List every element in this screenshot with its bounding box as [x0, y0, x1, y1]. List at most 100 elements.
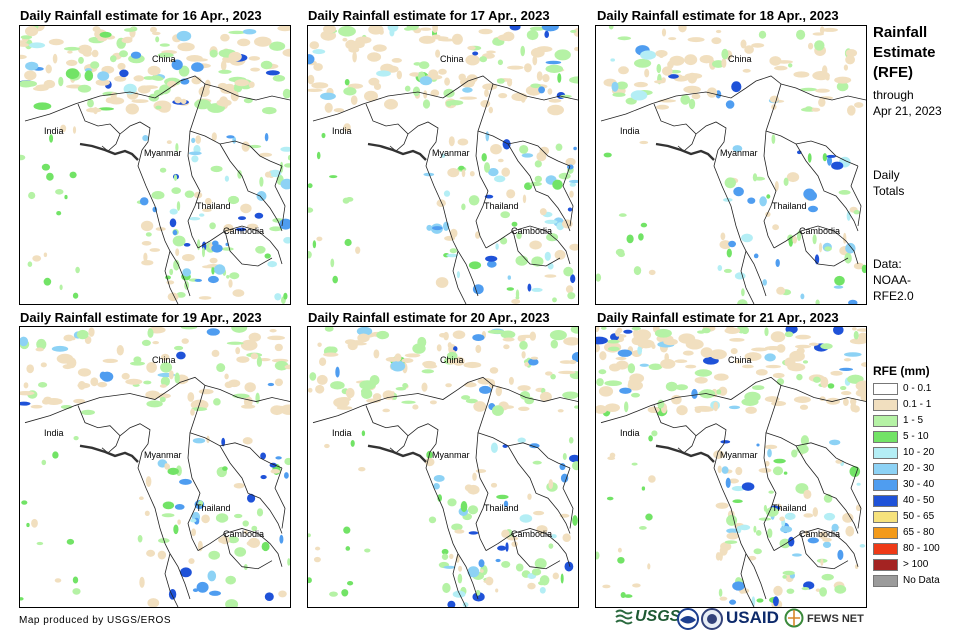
rain-cell — [517, 385, 531, 391]
rain-cell — [256, 508, 264, 517]
country-border — [653, 405, 697, 454]
rain-cell — [284, 364, 290, 370]
rain-cell — [511, 299, 521, 304]
rain-cell — [496, 494, 509, 500]
rain-cell — [539, 586, 546, 594]
legend-item: 80 - 100 — [873, 542, 963, 556]
rain-cell — [633, 81, 648, 88]
rain-cell — [461, 395, 471, 400]
legend-label: 40 - 50 — [903, 495, 935, 506]
rain-cell — [569, 76, 578, 84]
rain-cell — [845, 49, 858, 57]
rain-cell — [308, 533, 311, 538]
rain-cell — [562, 391, 578, 399]
rain-cell — [808, 342, 819, 346]
rain-cell — [282, 48, 290, 57]
rain-cell — [618, 66, 629, 75]
rain-cell — [324, 443, 330, 449]
country-border — [800, 533, 849, 570]
rain-cell — [225, 575, 236, 585]
rain-cell — [529, 443, 540, 449]
rain-cell — [824, 246, 832, 251]
rain-cell — [188, 217, 201, 221]
rain-cell — [485, 255, 498, 262]
rain-cell — [280, 146, 290, 152]
rain-cell — [724, 327, 741, 334]
data-source-line: NOAA- — [873, 273, 912, 287]
rain-cell — [174, 96, 182, 104]
rain-cell — [226, 275, 230, 279]
rain-cell — [507, 65, 524, 70]
rain-cell — [503, 344, 510, 350]
rain-cell — [744, 391, 761, 403]
rain-cell — [740, 39, 747, 49]
rain-cell — [429, 400, 437, 405]
daily-label: Daily — [873, 168, 900, 182]
rain-cell — [764, 444, 778, 450]
country-border — [475, 130, 489, 249]
rain-cell — [316, 151, 321, 160]
rain-cell — [433, 483, 440, 490]
rain-cell — [758, 30, 767, 39]
rain-cell — [256, 356, 262, 367]
country-border — [187, 130, 201, 249]
rain-cell — [169, 208, 178, 215]
rain-cell — [384, 99, 398, 110]
legend-item: 65 - 80 — [873, 526, 963, 540]
rain-cell — [20, 597, 24, 601]
rain-cell — [133, 356, 142, 364]
rain-cell — [446, 253, 459, 258]
rain-cell — [23, 80, 37, 87]
rain-cell — [194, 99, 212, 110]
rain-cell — [834, 275, 845, 286]
country-border — [713, 149, 767, 297]
rain-cell — [279, 534, 284, 544]
rain-cell — [845, 525, 855, 537]
rain-cell — [721, 466, 729, 474]
rain-cell — [812, 234, 817, 245]
rain-cell — [771, 401, 787, 407]
country-border — [365, 405, 409, 454]
rain-cell — [654, 80, 666, 84]
rain-cell — [624, 594, 633, 598]
rain-cell — [684, 54, 698, 66]
rain-cell — [194, 278, 202, 282]
rain-cell — [72, 588, 81, 595]
rain-cell — [818, 531, 828, 539]
rain-cell — [609, 363, 621, 372]
rain-cell — [724, 540, 738, 544]
rain-cell — [468, 261, 482, 270]
rain-cell — [764, 396, 780, 403]
rain-cell — [452, 330, 466, 339]
rain-cell — [845, 55, 855, 65]
rain-cell — [699, 55, 714, 64]
rain-cell — [404, 85, 411, 92]
legend-label: 20 - 30 — [903, 463, 935, 474]
rain-cell — [435, 277, 449, 288]
rain-cell — [631, 327, 641, 331]
country-label-thailand: Thailand — [484, 503, 519, 513]
country-border — [492, 83, 578, 101]
legend-label: 0.1 - 1 — [903, 399, 932, 410]
country-label-india: India — [332, 428, 352, 438]
rain-cell — [833, 285, 844, 289]
rain-cell — [324, 327, 334, 332]
rain-cell — [741, 233, 753, 243]
country-border — [740, 553, 755, 607]
rain-cell — [820, 558, 824, 566]
rain-cell — [640, 50, 657, 60]
rain-cell — [501, 560, 511, 568]
rain-cell — [495, 588, 499, 593]
rain-cell — [819, 587, 827, 597]
legend-label: > 100 — [903, 559, 929, 570]
country-border — [164, 553, 179, 607]
rain-cell — [152, 31, 161, 36]
rain-cell — [830, 370, 843, 376]
country-border — [204, 83, 290, 101]
rain-cell — [805, 190, 817, 201]
rain-cell — [568, 360, 577, 365]
country-label-cambodia: Cambodia — [799, 529, 841, 539]
country-border — [600, 75, 859, 167]
rain-cell — [237, 38, 251, 47]
rain-cell — [194, 191, 203, 199]
